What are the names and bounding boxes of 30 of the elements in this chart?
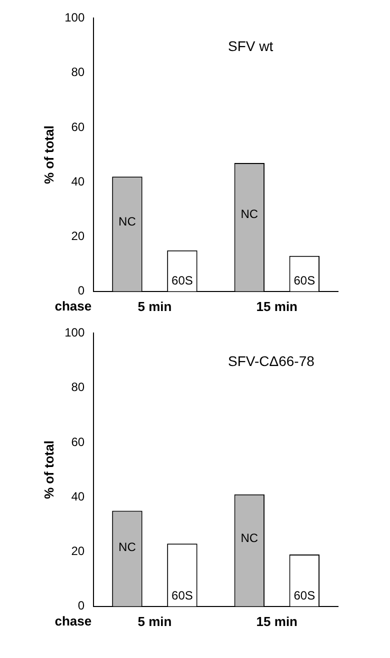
annotation: SFV wt <box>228 38 274 54</box>
series-label: 60S <box>172 274 193 288</box>
y-axis-title: % of total <box>41 440 56 500</box>
x-tick-label: 5 min <box>138 298 172 314</box>
y-tick-label: 20 <box>71 544 85 558</box>
y-tick-label: 60 <box>71 120 85 134</box>
annotation: SFV-CΔ66-78 <box>228 353 315 370</box>
series-label: NC <box>118 540 136 554</box>
text: NC <box>240 207 258 222</box>
y-tick-label: 80 <box>71 65 85 80</box>
y-tick-label: 0 <box>78 598 85 613</box>
y-tick-label: 20 <box>71 229 85 244</box>
y-tick-label: 0 <box>78 284 85 298</box>
y-tick-label: 40 <box>71 174 85 188</box>
text: 60S <box>294 588 316 603</box>
text: NC <box>240 531 258 546</box>
x-tick-label: 15 min <box>256 298 298 314</box>
series-label: 60S <box>172 588 193 603</box>
y-tick-label: 100 <box>64 326 85 340</box>
x-axis-title: chase <box>54 298 92 314</box>
y-tick-label: 60 <box>71 434 85 449</box>
x-tick-label: 15 min <box>256 614 298 629</box>
y-tick-label: 80 <box>71 380 85 394</box>
text: 60S <box>294 274 316 288</box>
x-tick-label: 5 min <box>138 614 172 629</box>
series-label: NC <box>118 214 136 229</box>
y-tick-label: 40 <box>71 489 85 504</box>
y-axis-title: % of total <box>41 126 56 184</box>
y-tick-label: 100 <box>64 10 85 25</box>
x-axis-title: chase <box>54 613 92 628</box>
